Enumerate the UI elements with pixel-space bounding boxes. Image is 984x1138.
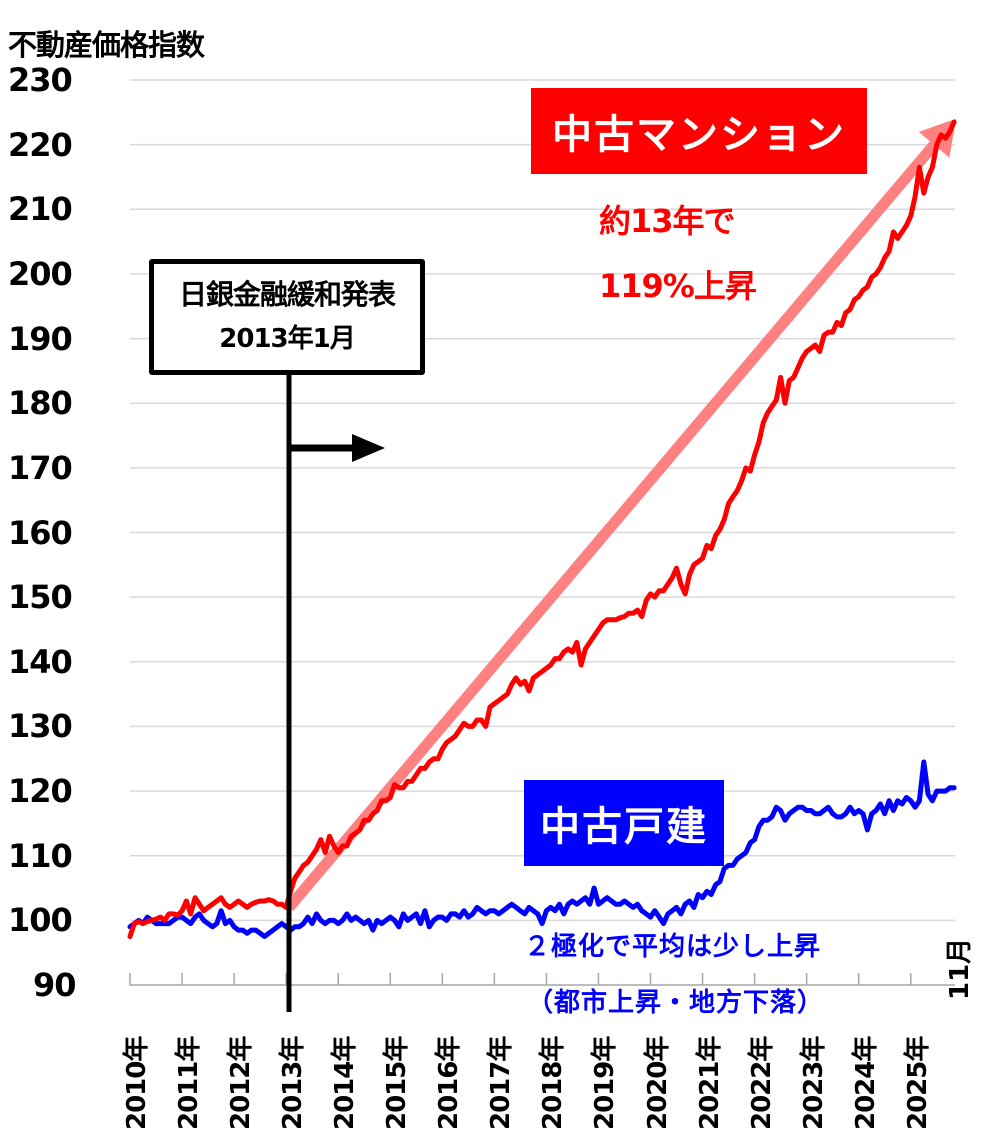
y-tick-label: 230 xyxy=(8,61,73,99)
y-axis-title: 不動産価格指数 xyxy=(8,28,205,62)
x-tick-label: 2013年 xyxy=(278,1036,309,1130)
boj-event-label: 日銀金融緩和発表 2013年1月 xyxy=(149,259,425,375)
x-tick-label: 2025年 xyxy=(902,1036,933,1130)
y-tick-label: 140 xyxy=(8,642,73,681)
x-tick-label: 2018年 xyxy=(538,1036,569,1130)
mansion-legend-badge: 中古マンション xyxy=(531,88,867,174)
series-house-path xyxy=(127,759,957,939)
series-mansion-path xyxy=(127,119,957,939)
x-tick-label: 2023年 xyxy=(798,1036,829,1130)
x-tick-label: 2019年 xyxy=(590,1036,621,1130)
boj-event-date: 2013年1月 xyxy=(219,324,355,354)
y-tick-label: 160 xyxy=(8,513,73,552)
x-tick-label: 2011年 xyxy=(174,1036,205,1130)
y-tick-label: 200 xyxy=(8,254,73,293)
y-tick-label: 110 xyxy=(8,836,73,875)
y-tick-label: 150 xyxy=(8,578,73,617)
x-tick-label: 2014年 xyxy=(330,1036,361,1130)
x-tick-label: 2012年 xyxy=(226,1036,257,1130)
trend-arrow-shaft xyxy=(284,141,939,911)
x-axis xyxy=(129,973,955,986)
y-tick-label: 190 xyxy=(8,319,73,358)
house-note-urban-rural: （都市上昇・地方下落） xyxy=(527,988,825,1018)
right-arrow-icon xyxy=(352,434,385,462)
house-note-polarization: ２極化で平均は少し上昇 xyxy=(524,932,822,962)
x-tick-label: 2022年 xyxy=(746,1036,777,1130)
x-tick-label: 2024年 xyxy=(850,1036,881,1130)
y-tick-label: 180 xyxy=(8,384,73,423)
boj-event-title: 日銀金融緩和発表 xyxy=(178,278,396,311)
x-tick-label: 2015年 xyxy=(382,1036,413,1130)
x-tick-label: 2010年 xyxy=(122,1036,152,1130)
x-axis-end-label: 11月 xyxy=(945,937,975,1000)
house-series-line xyxy=(127,759,957,939)
y-tick-label: 220 xyxy=(8,125,73,164)
mansion-series-line xyxy=(127,119,957,939)
y-tick-label: 170 xyxy=(8,448,73,487)
x-tick-label: 2020年 xyxy=(642,1036,673,1130)
x-tick-label: 2021年 xyxy=(694,1036,725,1130)
y-tick-label: 210 xyxy=(8,190,73,229)
x-tick-label: 2017年 xyxy=(486,1036,517,1130)
mansion-note-duration: 約13年で xyxy=(599,202,736,240)
mansion-note-rise: 119%上昇 xyxy=(599,267,757,305)
house-legend-badge: 中古戸建 xyxy=(524,780,724,866)
y-tick-label: 120 xyxy=(8,772,73,811)
y-tick-label: 130 xyxy=(8,707,73,746)
x-tick-label: 2016年 xyxy=(434,1036,465,1130)
y-tick-label: 90 xyxy=(33,966,77,1004)
boj-event-marker xyxy=(286,375,385,1012)
y-tick-label: 100 xyxy=(8,901,73,940)
